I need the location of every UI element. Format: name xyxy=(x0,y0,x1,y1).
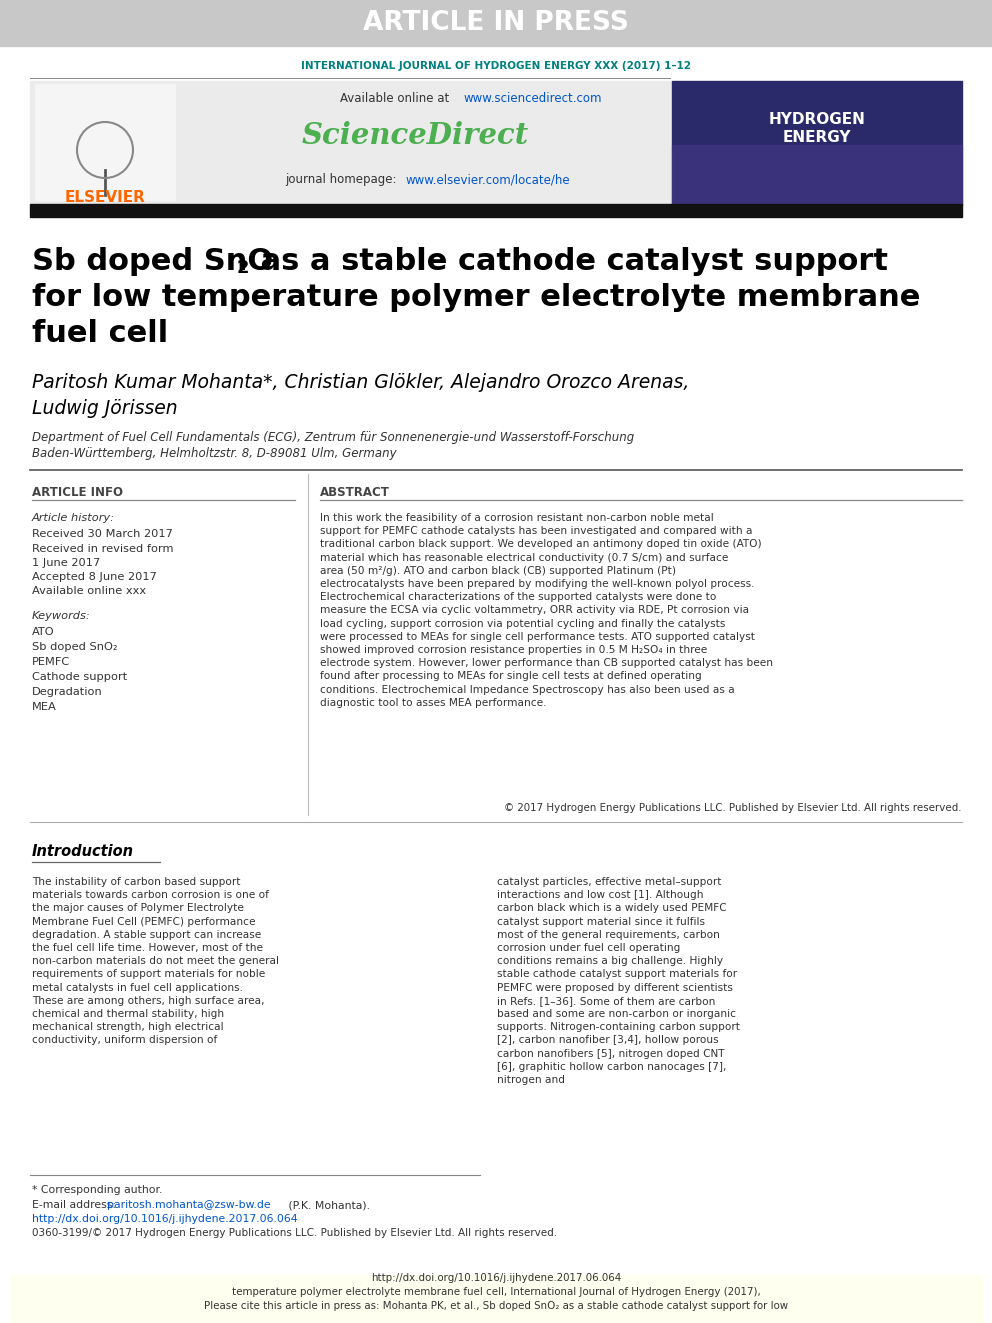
Text: MEA: MEA xyxy=(32,703,57,712)
Bar xyxy=(30,81,672,205)
Text: 1 June 2017: 1 June 2017 xyxy=(32,558,100,568)
Text: Received 30 March 2017: Received 30 March 2017 xyxy=(32,529,173,538)
Text: Introduction: Introduction xyxy=(32,844,134,860)
Text: Electrochemical characterizations of the supported catalysts were done to: Electrochemical characterizations of the… xyxy=(320,593,716,602)
Bar xyxy=(10,1275,982,1323)
Text: Received in revised form: Received in revised form xyxy=(32,544,174,554)
Text: * Corresponding author.: * Corresponding author. xyxy=(32,1185,163,1195)
Text: PEMFC were proposed by different scientists: PEMFC were proposed by different scienti… xyxy=(497,983,733,992)
Text: Membrane Fuel Cell (PEMFC) performance: Membrane Fuel Cell (PEMFC) performance xyxy=(32,917,256,926)
Text: carbon nanofibers [5], nitrogen doped CNT: carbon nanofibers [5], nitrogen doped CN… xyxy=(497,1049,724,1058)
Text: showed improved corrosion resistance properties in 0.5 M H₂SO₄ in three: showed improved corrosion resistance pro… xyxy=(320,646,707,655)
Text: The instability of carbon based support: The instability of carbon based support xyxy=(32,877,240,886)
Text: Keywords:: Keywords: xyxy=(32,611,90,620)
Text: area (50 m²/g). ATO and carbon black (CB) supported Platinum (Pt): area (50 m²/g). ATO and carbon black (CB… xyxy=(320,566,676,576)
Text: as a stable cathode catalyst support: as a stable cathode catalyst support xyxy=(250,247,888,277)
Text: http://dx.doi.org/10.1016/j.ijhydene.2017.06.064: http://dx.doi.org/10.1016/j.ijhydene.201… xyxy=(371,1273,621,1283)
Text: In this work the feasibility of a corrosion resistant non-carbon noble metal: In this work the feasibility of a corros… xyxy=(320,513,714,523)
Text: Baden-Württemberg, Helmholtzstr. 8, D-89081 Ulm, Germany: Baden-Württemberg, Helmholtzstr. 8, D-89… xyxy=(32,447,397,460)
Text: © 2017 Hydrogen Energy Publications LLC. Published by Elsevier Ltd. All rights r: © 2017 Hydrogen Energy Publications LLC.… xyxy=(505,803,962,814)
Text: (P.K. Mohanta).: (P.K. Mohanta). xyxy=(285,1200,370,1211)
Text: fuel cell: fuel cell xyxy=(32,319,169,348)
Text: Cathode support: Cathode support xyxy=(32,672,127,681)
Text: Available online xxx: Available online xxx xyxy=(32,586,146,595)
Text: requirements of support materials for noble: requirements of support materials for no… xyxy=(32,970,265,979)
Bar xyxy=(30,204,962,217)
Text: traditional carbon black support. We developed an antimony doped tin oxide (ATO): traditional carbon black support. We dev… xyxy=(320,540,762,549)
Text: the fuel cell life time. However, most of the: the fuel cell life time. However, most o… xyxy=(32,943,263,953)
Text: Ludwig Jörissen: Ludwig Jörissen xyxy=(32,398,178,418)
Text: journal homepage:: journal homepage: xyxy=(285,173,400,187)
Text: for low temperature polymer electrolyte membrane: for low temperature polymer electrolyte … xyxy=(32,283,921,312)
Text: paritosh.mohanta@zsw-bw.de: paritosh.mohanta@zsw-bw.de xyxy=(107,1200,271,1211)
Bar xyxy=(35,83,175,200)
Text: found after processing to MEAs for single cell tests at defined operating: found after processing to MEAs for singl… xyxy=(320,671,701,681)
Bar xyxy=(672,146,962,205)
Text: These are among others, high surface area,: These are among others, high surface are… xyxy=(32,996,265,1005)
Text: PEMFC: PEMFC xyxy=(32,658,70,667)
Text: www.sciencedirect.com: www.sciencedirect.com xyxy=(464,91,602,105)
Text: Degradation: Degradation xyxy=(32,687,103,697)
Text: [6], graphitic hollow carbon nanocages [7],: [6], graphitic hollow carbon nanocages [… xyxy=(497,1062,726,1072)
Text: carbon black which is a widely used PEMFC: carbon black which is a widely used PEMF… xyxy=(497,904,726,913)
Text: load cycling, support corrosion via potential cycling and finally the catalysts: load cycling, support corrosion via pote… xyxy=(320,619,725,628)
Text: ARTICLE IN PRESS: ARTICLE IN PRESS xyxy=(363,11,629,36)
Text: catalyst particles, effective metal–support: catalyst particles, effective metal–supp… xyxy=(497,877,721,886)
Text: temperature polymer electrolyte membrane fuel cell, International Journal of Hyd: temperature polymer electrolyte membrane… xyxy=(231,1287,761,1297)
Text: Paritosh Kumar Mohanta*, Christian Glökler, Alejandro Orozco Arenas,: Paritosh Kumar Mohanta*, Christian Glökl… xyxy=(32,373,689,392)
Text: ENERGY: ENERGY xyxy=(783,131,851,146)
Text: support for PEMFC cathode catalysts has been investigated and compared with a: support for PEMFC cathode catalysts has … xyxy=(320,527,753,536)
Text: in Refs. [1–36]. Some of them are carbon: in Refs. [1–36]. Some of them are carbon xyxy=(497,996,715,1005)
Text: Sb doped SnO: Sb doped SnO xyxy=(32,247,273,277)
Text: ARTICLE INFO: ARTICLE INFO xyxy=(32,486,123,499)
Text: non-carbon materials do not meet the general: non-carbon materials do not meet the gen… xyxy=(32,957,279,966)
Text: ABSTRACT: ABSTRACT xyxy=(320,486,390,499)
Text: measure the ECSA via cyclic voltammetry, ORR activity via RDE, Pt corrosion via: measure the ECSA via cyclic voltammetry,… xyxy=(320,606,749,615)
Text: most of the general requirements, carbon: most of the general requirements, carbon xyxy=(497,930,720,939)
Text: Department of Fuel Cell Fundamentals (ECG), Zentrum für Sonnenenergie-und Wasser: Department of Fuel Cell Fundamentals (EC… xyxy=(32,431,634,445)
Text: mechanical strength, high electrical: mechanical strength, high electrical xyxy=(32,1023,223,1032)
Text: interactions and low cost [1]. Although: interactions and low cost [1]. Although xyxy=(497,890,703,900)
Text: Accepted 8 June 2017: Accepted 8 June 2017 xyxy=(32,572,157,582)
Text: ELSEVIER: ELSEVIER xyxy=(64,189,146,205)
Text: were processed to MEAs for single cell performance tests. ATO supported catalyst: were processed to MEAs for single cell p… xyxy=(320,632,755,642)
Text: diagnostic tool to asses MEA performance.: diagnostic tool to asses MEA performance… xyxy=(320,697,547,708)
Text: conditions. Electrochemical Impedance Spectroscopy has also been used as a: conditions. Electrochemical Impedance Sp… xyxy=(320,684,735,695)
Text: [2], carbon nanofiber [3,4], hollow porous: [2], carbon nanofiber [3,4], hollow poro… xyxy=(497,1036,718,1045)
Text: INTERNATIONAL JOURNAL OF HYDROGEN ENERGY XXX (2017) 1–12: INTERNATIONAL JOURNAL OF HYDROGEN ENERGY… xyxy=(301,61,691,71)
Text: 0360-3199/© 2017 Hydrogen Energy Publications LLC. Published by Elsevier Ltd. Al: 0360-3199/© 2017 Hydrogen Energy Publica… xyxy=(32,1228,558,1238)
Text: conductivity, uniform dispersion of: conductivity, uniform dispersion of xyxy=(32,1036,217,1045)
Text: 2: 2 xyxy=(237,259,250,277)
Bar xyxy=(672,81,962,205)
Text: chemical and thermal stability, high: chemical and thermal stability, high xyxy=(32,1009,224,1019)
Text: E-mail address:: E-mail address: xyxy=(32,1200,119,1211)
Text: electrode system. However, lower performance than CB supported catalyst has been: electrode system. However, lower perform… xyxy=(320,659,773,668)
Text: Article history:: Article history: xyxy=(32,513,115,523)
Text: nitrogen and: nitrogen and xyxy=(497,1076,565,1085)
Text: degradation. A stable support can increase: degradation. A stable support can increa… xyxy=(32,930,261,939)
Text: catalyst support material since it fulfils: catalyst support material since it fulfi… xyxy=(497,917,705,926)
Text: stable cathode catalyst support materials for: stable cathode catalyst support material… xyxy=(497,970,737,979)
Text: corrosion under fuel cell operating: corrosion under fuel cell operating xyxy=(497,943,681,953)
Text: electrocatalysts have been prepared by modifying the well-known polyol process.: electrocatalysts have been prepared by m… xyxy=(320,579,755,589)
Text: HYDROGEN: HYDROGEN xyxy=(769,112,865,127)
Text: materials towards carbon corrosion is one of: materials towards carbon corrosion is on… xyxy=(32,890,269,900)
Text: material which has reasonable electrical conductivity (0.7 S/cm) and surface: material which has reasonable electrical… xyxy=(320,553,728,562)
Text: http://dx.doi.org/10.1016/j.ijhydene.2017.06.064: http://dx.doi.org/10.1016/j.ijhydene.201… xyxy=(32,1215,298,1224)
Text: based and some are non-carbon or inorganic: based and some are non-carbon or inorgan… xyxy=(497,1009,736,1019)
Text: Please cite this article in press as: Mohanta PK, et al., Sb doped SnO₂ as a sta: Please cite this article in press as: Mo… xyxy=(204,1301,788,1311)
Bar xyxy=(0,0,992,46)
Text: Sb doped SnO₂: Sb doped SnO₂ xyxy=(32,642,117,652)
Text: www.elsevier.com/locate/he: www.elsevier.com/locate/he xyxy=(406,173,570,187)
Text: ATO: ATO xyxy=(32,627,55,636)
Text: supports. Nitrogen-containing carbon support: supports. Nitrogen-containing carbon sup… xyxy=(497,1023,740,1032)
Text: ScienceDirect: ScienceDirect xyxy=(302,120,529,149)
Text: the major causes of Polymer Electrolyte: the major causes of Polymer Electrolyte xyxy=(32,904,244,913)
Text: Available online at: Available online at xyxy=(340,91,453,105)
Text: metal catalysts in fuel cell applications.: metal catalysts in fuel cell application… xyxy=(32,983,243,992)
Text: conditions remains a big challenge. Highly: conditions remains a big challenge. High… xyxy=(497,957,723,966)
